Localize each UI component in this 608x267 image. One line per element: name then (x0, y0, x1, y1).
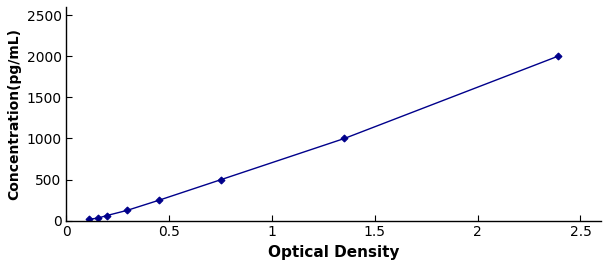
X-axis label: Optical Density: Optical Density (268, 245, 399, 260)
Y-axis label: Concentration(pg/mL): Concentration(pg/mL) (7, 28, 21, 200)
